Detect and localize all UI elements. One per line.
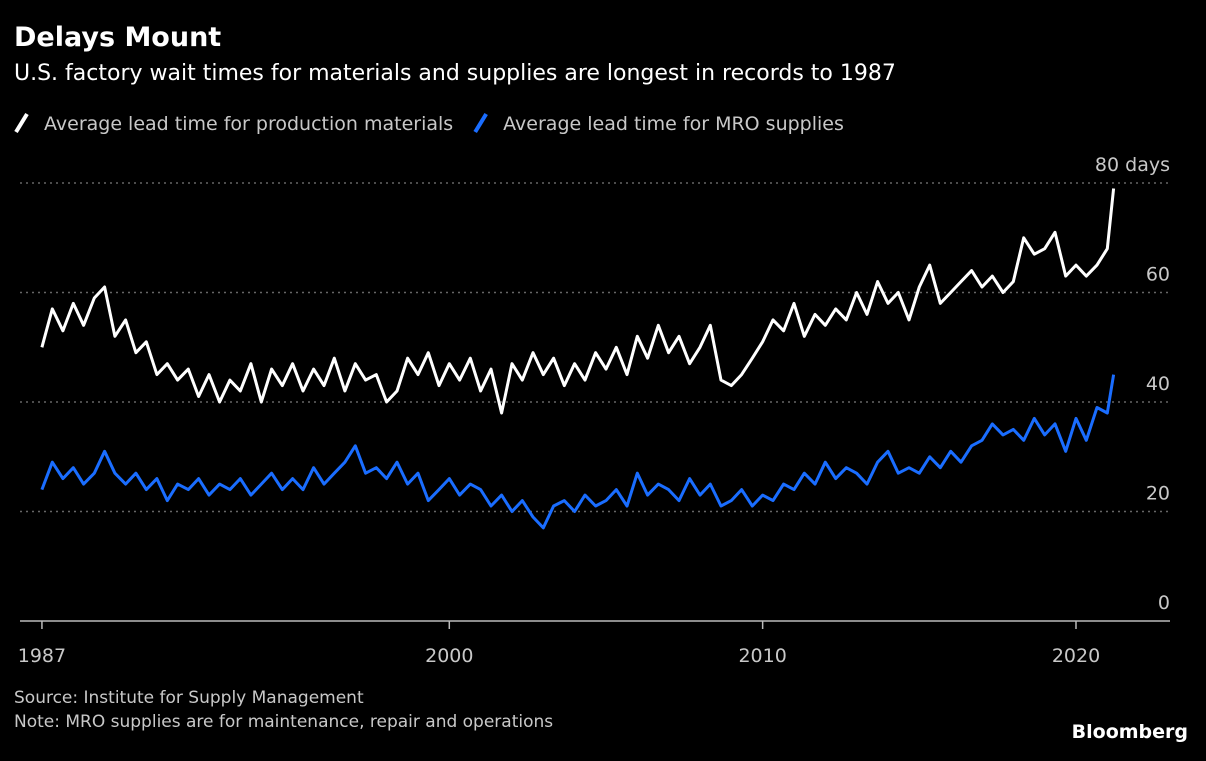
y-tick-label: 40: [1146, 373, 1170, 395]
series-line: [40, 374, 1116, 530]
x-tick-label: 2020: [1052, 645, 1100, 667]
y-tick-label: 80 days: [1095, 154, 1170, 176]
y-tick-label: 20: [1146, 483, 1170, 505]
brand: Bloomberg: [1072, 721, 1188, 743]
source: Source: Institute for Supply Management: [14, 688, 364, 708]
x-tick-label: 1987: [18, 645, 66, 667]
legend-swatch: [473, 112, 488, 134]
legend-label: Average lead time for MRO supplies: [503, 113, 844, 135]
series-line: [40, 188, 1116, 415]
note: Note: MRO supplies are for maintenance, …: [14, 712, 553, 732]
x-tick-label: 2000: [425, 645, 473, 667]
legend-swatch: [14, 112, 29, 134]
y-tick-label: 60: [1146, 264, 1170, 286]
x-tick-label: 2010: [738, 645, 786, 667]
chart-subtitle: U.S. factory wait times for materials an…: [14, 61, 896, 86]
y-tick-label: 0: [1158, 592, 1170, 614]
legend-label: Average lead time for production materia…: [44, 113, 453, 135]
chart-title: Delays Mount: [14, 22, 221, 53]
